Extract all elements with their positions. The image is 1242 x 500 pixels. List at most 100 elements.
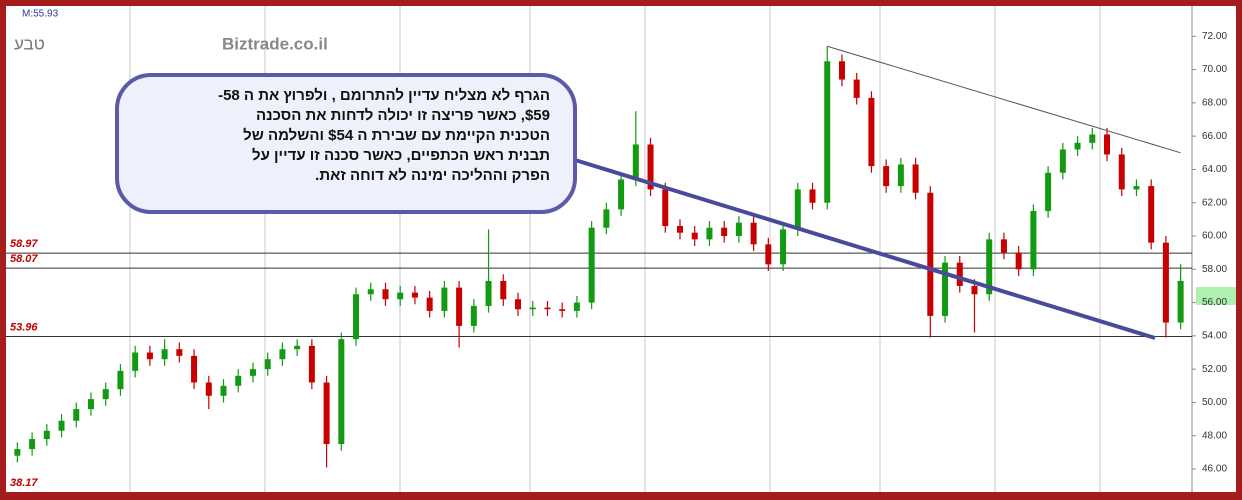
candle-body (397, 292, 404, 300)
y-tick-label: 62.00 (1202, 197, 1227, 208)
candle-body (191, 355, 198, 383)
y-tick-label: 66.00 (1202, 131, 1227, 142)
candle-body (132, 352, 139, 371)
candle-body (662, 189, 669, 227)
candle-body (102, 389, 109, 400)
candle-body (1074, 142, 1081, 150)
candle-body (87, 399, 94, 410)
candle-body (912, 164, 919, 193)
candle-body (883, 166, 890, 187)
candle-body (897, 164, 904, 187)
candle-body (676, 226, 683, 233)
candle-body (176, 349, 183, 356)
level-label: 58.97 (10, 238, 38, 250)
y-tick-label: 58.00 (1202, 264, 1227, 275)
trend-line (827, 45, 1181, 154)
candle-body (43, 430, 50, 440)
candle-body (14, 449, 21, 456)
candle-body (529, 307, 536, 310)
candle-body (1045, 172, 1052, 212)
candle-body (809, 189, 816, 203)
candle-body (1148, 186, 1155, 243)
callout-pointer (574, 158, 1156, 340)
candle-body (544, 307, 551, 310)
candle-body (721, 227, 728, 237)
candle-body (1133, 186, 1140, 190)
candle-body (73, 409, 80, 421)
candle-body (205, 382, 212, 396)
candle-body (1162, 242, 1169, 323)
price-marker (1196, 287, 1236, 305)
candle-body (559, 309, 566, 311)
candle-body (1000, 239, 1007, 253)
candle-body (470, 305, 477, 326)
candle-body (146, 352, 153, 360)
candle-body (1177, 280, 1184, 323)
candle-body (382, 289, 389, 300)
candle-body (853, 79, 860, 98)
candle-body (367, 289, 374, 295)
y-tick-label: 52.00 (1202, 364, 1227, 375)
callout-line: הטכנית הקיימת עם שבירת ה $54 והשלמה של (243, 127, 550, 144)
candle-body (824, 61, 831, 203)
candle-body (573, 302, 580, 311)
y-tick-label: 46.00 (1202, 464, 1227, 475)
y-tick-label: 48.00 (1202, 430, 1227, 441)
candle-body (603, 209, 610, 228)
candle-body (29, 439, 36, 450)
candle-body (942, 262, 949, 316)
candle-body (632, 144, 639, 180)
candle-body (794, 189, 801, 230)
candle-body (868, 97, 875, 167)
y-tick-label: 54.00 (1202, 331, 1227, 342)
candle-body (264, 359, 271, 370)
callout-line: $59, כאשר פריצה זו יכולה לדחות את הסכנה (255, 107, 550, 124)
candle-body (691, 232, 698, 240)
candle-body (117, 370, 124, 390)
candle-body (249, 369, 256, 376)
candle-body (426, 297, 433, 311)
candle-body (588, 227, 595, 303)
callout-line: תבנית ראש הכתפיים, כאשר סכנה זו עדיין על (252, 147, 550, 164)
candle-body (294, 345, 301, 350)
candle-body (1118, 154, 1125, 190)
candle-body (986, 239, 993, 295)
candle-body (500, 280, 507, 300)
y-tick-label: 60.00 (1202, 231, 1227, 242)
candle-body (927, 192, 934, 316)
candle-body (1030, 211, 1037, 270)
candle-body (971, 285, 978, 295)
candle-body (706, 227, 713, 240)
y-tick-label: 50.00 (1202, 397, 1227, 408)
y-tick-label: 68.00 (1202, 98, 1227, 109)
candle-body (485, 280, 492, 306)
candle-body (235, 375, 242, 386)
candle-body (441, 287, 448, 311)
candle-body (220, 385, 227, 396)
candle-body (765, 244, 772, 265)
callout-line: הגרף לא מצליח עדיין להתרומם , ולפרוץ את … (218, 87, 550, 104)
candle-body (1104, 134, 1111, 155)
candle-body (1015, 252, 1022, 270)
candle-body (411, 292, 418, 298)
candle-body (58, 420, 65, 431)
candle-body (647, 144, 654, 190)
candle-body (618, 179, 625, 210)
candle-body (353, 294, 360, 340)
y-tick-label: 70.00 (1202, 64, 1227, 75)
candle-body (308, 345, 315, 383)
candle-body (161, 349, 168, 360)
candle-body (1089, 134, 1096, 143)
candle-body (1059, 149, 1066, 173)
level-label: 58.07 (10, 253, 38, 265)
watermark: Biztrade.co.il (222, 34, 328, 53)
y-tick-label: 64.00 (1202, 164, 1227, 175)
candle-body (515, 299, 522, 310)
symbol: טבע (14, 34, 45, 53)
callout-box (115, 73, 577, 214)
y-tick-label: 72.00 (1202, 31, 1227, 42)
level-label: 53.96 (10, 321, 38, 333)
candle-body (279, 349, 286, 360)
